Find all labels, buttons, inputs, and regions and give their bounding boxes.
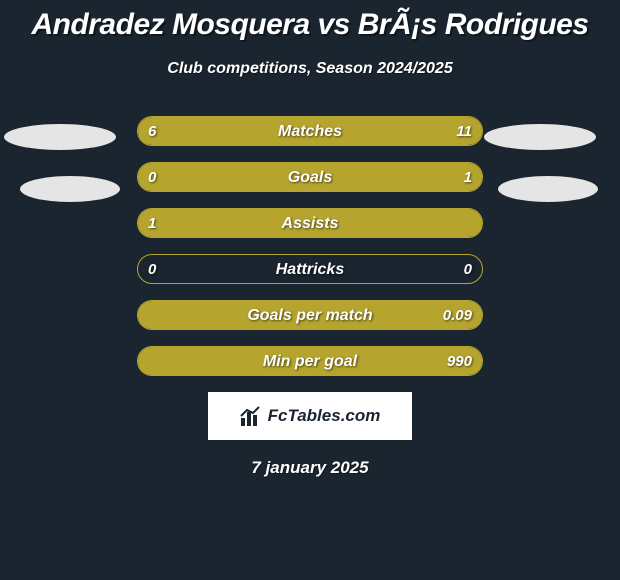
stat-bar-fill [138, 347, 482, 375]
bars-icon [240, 406, 262, 426]
footer-date: 7 january 2025 [0, 458, 620, 478]
stat-row: 990Min per goal [0, 346, 620, 376]
stat-bar-track: 0.09Goals per match [137, 300, 483, 330]
stat-bar-track: 990Min per goal [137, 346, 483, 376]
footer-brand-text: FcTables.com [268, 406, 381, 426]
stat-bar-fill [138, 301, 482, 329]
stat-row: 0.09Goals per match [0, 300, 620, 330]
stat-bar-track: 0 0Hattricks [137, 254, 483, 284]
stat-row: 01Goals [0, 162, 620, 192]
stat-bar-fill [138, 163, 482, 191]
stat-bar-track: 1Assists [137, 208, 483, 238]
stat-value-left: 0 [148, 255, 156, 284]
comparison-title: Andradez Mosquera vs BrÃ¡s Rodrigues [0, 0, 620, 42]
stat-row: 611Matches [0, 116, 620, 146]
stat-value-right: 0 [464, 255, 472, 284]
stat-bar-fill-left [138, 117, 258, 145]
stat-bar-fill-right [258, 117, 482, 145]
stat-bar-track: 611Matches [137, 116, 483, 146]
stat-row: 1Assists [0, 208, 620, 238]
footer-logo: FcTables.com [208, 392, 412, 440]
stat-bar-track: 01Goals [137, 162, 483, 192]
comparison-subtitle: Club competitions, Season 2024/2025 [0, 60, 620, 78]
stat-row: 0 0Hattricks [0, 254, 620, 284]
stats-area: 611Matches 01Goals 1Assists 0 0Hattricks 0.09… [0, 116, 620, 376]
stat-bar-fill [138, 209, 482, 237]
stat-label: Hattricks [138, 255, 482, 284]
